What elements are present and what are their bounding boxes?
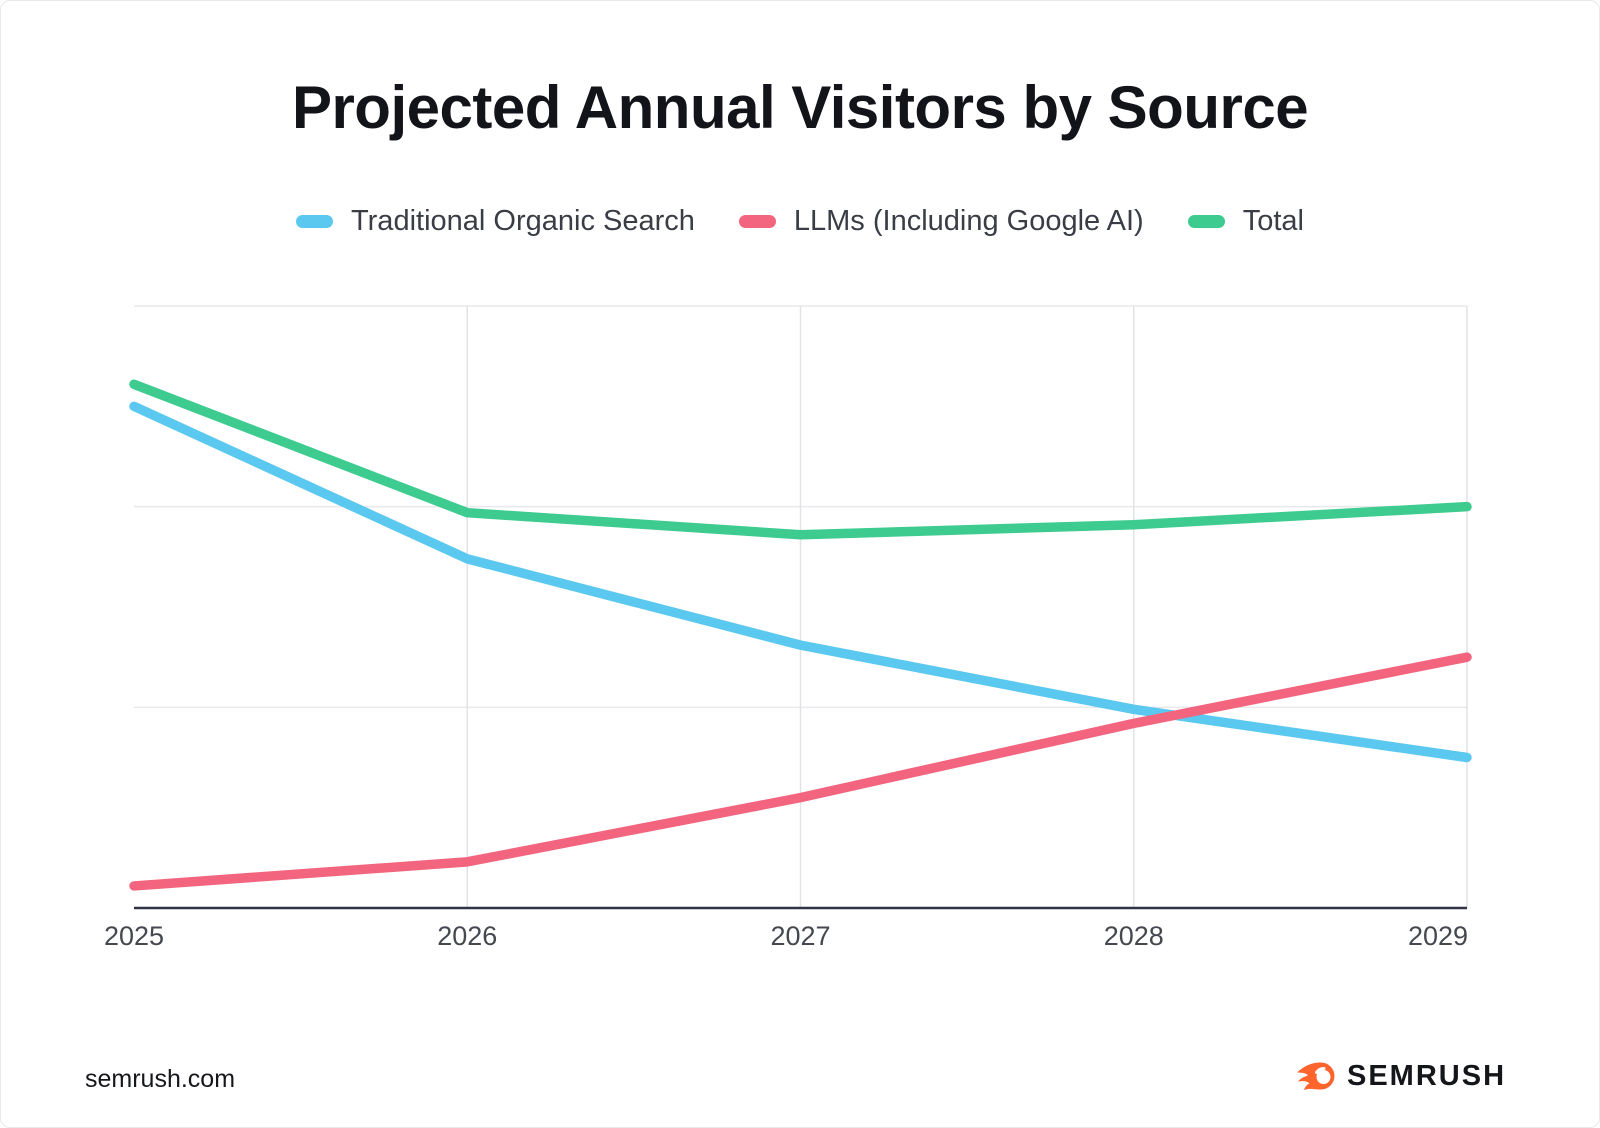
series-line-total [129,379,1472,540]
x-tick-label: 2027 [770,921,831,951]
legend-swatch [296,215,334,228]
legend-item-llms: LLMs (Including Google AI) [738,205,1144,238]
legend-swatch [1187,215,1225,228]
legend-label: Total [1242,205,1304,237]
chart-title: Projected Annual Visitors by Source [291,74,1309,141]
legend-item-total: Total [1187,205,1304,238]
x-tick-label: 2026 [437,921,498,951]
legend-label: LLMs (Including Google AI) [793,205,1144,237]
x-tick-label: 2025 [103,921,165,951]
x-tick-label: 2029 [1407,921,1469,951]
legend: Traditional Organic Search LLMs (Includi… [1,205,1599,238]
semrush-logo: SEMRUSH [1295,1059,1506,1093]
legend-item-organic: Traditional Organic Search [296,205,695,238]
brand-name: SEMRUSH [1347,1059,1507,1092]
x-axis-ticks: 2025 2026 2027 2028 2029 [1,921,1599,961]
legend-swatch [738,215,776,228]
series-line-traditional-organic-search [129,401,1472,763]
semrush-flame-icon [1297,1062,1335,1090]
legend-label: Traditional Organic Search [351,205,695,237]
x-tick-label: 2028 [1103,921,1164,951]
source-url: semrush.com [85,1065,236,1093]
series-line-llms-including-google-ai [129,652,1472,891]
